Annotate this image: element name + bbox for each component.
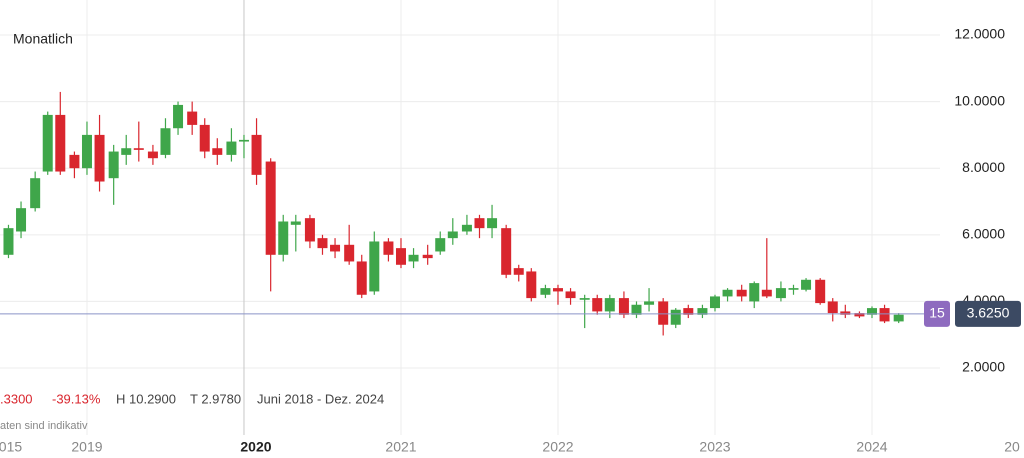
candle-body <box>761 289 772 297</box>
candle-body <box>16 208 27 232</box>
footnote: aten sind indikativ <box>0 420 88 432</box>
candle-body <box>658 301 669 325</box>
candle-body <box>526 271 537 299</box>
candle-body <box>552 288 563 292</box>
candle-body <box>94 134 105 182</box>
candle-body <box>81 134 92 169</box>
candle-body <box>866 308 877 315</box>
stat-range: Juni 2018 - Dez. 2024 <box>257 391 384 406</box>
x-tick-label: 2024 <box>856 439 887 455</box>
candle-body <box>487 218 498 229</box>
candle-body <box>133 148 144 150</box>
countdown-box <box>924 300 950 327</box>
candle-body <box>618 298 629 315</box>
x-tick-label: 2021 <box>385 439 416 455</box>
candle-body <box>749 283 760 302</box>
candle-body <box>422 254 433 259</box>
candle-body <box>461 224 472 232</box>
candle-body <box>356 261 367 295</box>
candle-body <box>278 221 289 255</box>
stat-low: T 2.9780 <box>190 391 241 406</box>
candle-body <box>251 134 262 175</box>
candle-body <box>827 301 838 314</box>
candle-body <box>330 244 341 252</box>
candle-body <box>447 231 458 239</box>
candles <box>3 91 904 336</box>
candle-body <box>579 298 590 300</box>
candle-body <box>604 298 615 312</box>
candle-body <box>55 114 66 172</box>
candle-body <box>304 218 315 242</box>
candle-body <box>226 141 237 155</box>
candle-body <box>670 309 681 325</box>
candle-body <box>199 124 210 152</box>
x-tick-label: 2020 <box>240 439 271 455</box>
grid <box>0 0 940 435</box>
candle-body <box>736 289 747 297</box>
candle-body <box>840 311 851 315</box>
candle-body <box>501 228 512 275</box>
candle-body <box>513 268 524 275</box>
candle-body <box>815 279 826 304</box>
candle-body <box>42 114 53 172</box>
candle-body <box>173 104 184 129</box>
candle-body <box>30 178 41 209</box>
candle-body <box>383 241 394 255</box>
y-tick-label: 10.0000 <box>954 92 1005 108</box>
x-tick-label: 2022 <box>542 439 573 455</box>
candle-body <box>147 151 158 159</box>
candle-body <box>238 139 249 142</box>
candle-body <box>854 313 865 317</box>
candle-body <box>540 288 551 295</box>
y-tick-label: 8.0000 <box>962 159 1005 175</box>
candle-body <box>369 241 380 292</box>
y-tick-label: 12.0000 <box>954 26 1005 42</box>
price-label: 3.6250 <box>967 305 1010 321</box>
candle-body <box>474 218 485 229</box>
candle-body <box>788 288 799 290</box>
x-tick-label: 2019 <box>71 439 102 455</box>
stat-change: .3300 <box>0 391 33 406</box>
candle-body <box>683 308 694 315</box>
candle-body <box>160 128 171 155</box>
candle-body <box>631 304 642 315</box>
candle-body <box>265 161 276 255</box>
candle-body <box>69 154 80 169</box>
candle-body <box>290 221 301 225</box>
x-tick-label: 20 <box>1004 439 1020 455</box>
candle-body <box>3 228 14 255</box>
candle-body <box>435 238 446 252</box>
candle-body <box>801 279 812 290</box>
candle-body <box>592 298 603 312</box>
stat-high: H 10.2900 <box>116 391 176 406</box>
candle-body <box>108 151 119 179</box>
candle-body <box>565 291 576 299</box>
stat-percent: -39.13% <box>52 391 101 406</box>
candle-body <box>644 301 655 305</box>
countdown-label: 15 <box>929 305 945 321</box>
candle-body <box>187 111 198 125</box>
candle-body <box>212 148 223 155</box>
candle-body <box>317 238 328 249</box>
price-box <box>955 300 1021 327</box>
candle-body <box>879 308 890 322</box>
candle-body <box>893 314 904 322</box>
chart-title: Monatlich <box>13 31 73 47</box>
candle-body <box>709 296 720 309</box>
y-tick-label: 6.0000 <box>962 226 1005 242</box>
y-tick-label: 2.0000 <box>962 359 1005 375</box>
x-tick-label: 2023 <box>699 439 730 455</box>
candle-body <box>697 308 708 315</box>
candle-body <box>344 244 355 262</box>
candle-body <box>722 289 733 297</box>
candle-body <box>408 254 419 262</box>
candle-body <box>775 288 786 299</box>
candle-body <box>395 248 406 265</box>
candle-body <box>121 148 132 155</box>
